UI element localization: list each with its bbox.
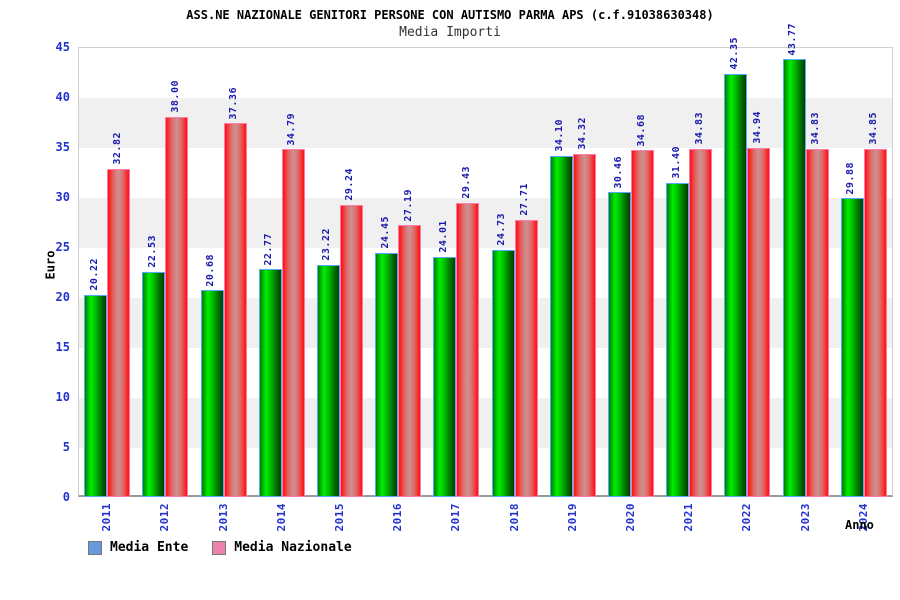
bar-value-label: 22.53 xyxy=(146,235,158,268)
legend-label-media-ente: Media Ente xyxy=(110,540,189,555)
bar-media-ente xyxy=(549,156,573,497)
bar-media-nazionale xyxy=(689,148,713,497)
bar-value-label: 24.73 xyxy=(496,213,508,246)
y-tick-label: 30 xyxy=(55,190,70,204)
bar-value-label: 34.10 xyxy=(554,119,566,152)
y-tick-label: 40 xyxy=(55,90,70,104)
bar-value-label: 20.22 xyxy=(88,258,100,291)
bar-value-label: 23.22 xyxy=(321,228,333,261)
bar-media-ente xyxy=(142,271,166,497)
y-tick-label: 10 xyxy=(55,390,70,404)
bar-media-ente xyxy=(433,256,457,497)
bar-media-ente xyxy=(666,183,690,497)
y-tick-label: 20 xyxy=(55,290,70,304)
bar-value-label: 42.35 xyxy=(728,36,740,70)
x-tick-label: 2021 xyxy=(682,503,696,532)
bar-value-label: 24.01 xyxy=(437,220,449,253)
x-tick-label: 2019 xyxy=(565,503,579,532)
bar-media-ente xyxy=(724,73,748,497)
bar-media-nazionale xyxy=(631,150,655,497)
bar-value-label: 29.24 xyxy=(344,168,356,201)
x-tick-label: 2015 xyxy=(332,503,346,532)
bar-media-nazionale xyxy=(863,148,887,497)
bar-value-label: 37.36 xyxy=(228,86,240,120)
chart-subtitle: Media Importi xyxy=(399,25,501,40)
legend-label-media-nazionale: Media Nazionale xyxy=(234,540,352,555)
bar-value-label: 34.94 xyxy=(751,111,763,144)
bar-media-nazionale xyxy=(107,168,131,497)
bar-media-nazionale xyxy=(456,202,480,497)
bar-value-label: 29.43 xyxy=(460,166,472,199)
y-tick-label: 35 xyxy=(55,140,70,154)
bar-media-nazionale xyxy=(572,153,596,497)
bar-media-nazionale xyxy=(514,219,538,497)
bar-media-ente xyxy=(84,294,108,497)
x-tick-label: 2011 xyxy=(100,503,114,532)
legend-swatch-media-nazionale xyxy=(212,540,227,555)
bar-media-nazionale xyxy=(805,148,829,497)
bar-media-ente xyxy=(375,252,399,497)
legend-item-media-ente: Media Ente xyxy=(88,540,188,555)
bar-media-ente xyxy=(258,269,282,497)
x-tick-label: 2016 xyxy=(391,503,405,532)
bar-value-label: 38.00 xyxy=(169,80,181,113)
y-tick-label: 25 xyxy=(55,240,70,254)
bar-value-label: 34.68 xyxy=(635,113,647,147)
bar-media-nazionale xyxy=(281,149,305,497)
bar-value-label: 29.88 xyxy=(845,161,857,195)
x-tick-label: 2013 xyxy=(216,503,230,532)
legend-swatch-media-ente xyxy=(88,540,102,555)
bar-value-label: 34.32 xyxy=(577,117,589,150)
bar-media-ente xyxy=(608,192,632,497)
bar-value-label: 20.68 xyxy=(205,253,217,287)
x-axis-title: Anno xyxy=(845,518,874,532)
x-tick-label: 2020 xyxy=(624,503,638,532)
bar-value-label: 22.77 xyxy=(263,232,275,266)
bar-value-label: 27.19 xyxy=(402,188,414,222)
x-tick-label: 2017 xyxy=(449,503,463,532)
y-axis-title: Euro xyxy=(43,250,58,280)
x-tick-label: 2014 xyxy=(274,503,288,532)
bar-value-label: 27.71 xyxy=(519,183,531,216)
y-tick-label: 5 xyxy=(62,440,70,454)
bar-value-label: 32.82 xyxy=(111,132,123,165)
bar-media-ente xyxy=(491,249,515,497)
y-tick-label: 45 xyxy=(55,40,70,54)
bar-media-ente xyxy=(840,198,864,497)
bar-media-nazionale xyxy=(223,123,247,497)
x-tick-label: 2018 xyxy=(507,503,521,532)
bar-media-nazionale xyxy=(747,147,771,497)
bar-media-ente xyxy=(316,264,340,497)
bar-value-label: 31.40 xyxy=(670,146,682,179)
bar-media-nazionale xyxy=(165,117,189,497)
x-tick-label: 2023 xyxy=(798,503,812,532)
x-tick-label: 2012 xyxy=(158,503,172,532)
bar-value-label: 30.46 xyxy=(612,155,624,189)
bar-value-label: 34.83 xyxy=(693,112,705,145)
bar-value-label: 24.45 xyxy=(379,215,391,249)
legend-item-media-nazionale: Media Nazionale xyxy=(212,540,352,555)
bar-value-label: 34.85 xyxy=(868,111,880,145)
y-tick-label: 0 xyxy=(62,490,70,504)
legend: Media Ente Media Nazionale xyxy=(88,540,366,555)
bar-media-ente xyxy=(200,290,224,497)
bar-media-ente xyxy=(782,59,806,497)
bar-media-nazionale xyxy=(339,204,363,497)
bar-media-nazionale xyxy=(398,225,422,497)
chart-title: ASS.NE NAZIONALE GENITORI PERSONE CON AU… xyxy=(186,8,714,22)
y-tick-label: 15 xyxy=(55,340,70,354)
bar-value-label: 34.79 xyxy=(286,112,298,146)
x-tick-label: 2022 xyxy=(740,503,754,532)
bar-value-label: 34.83 xyxy=(810,112,822,145)
bar-value-label: 43.77 xyxy=(787,22,799,56)
